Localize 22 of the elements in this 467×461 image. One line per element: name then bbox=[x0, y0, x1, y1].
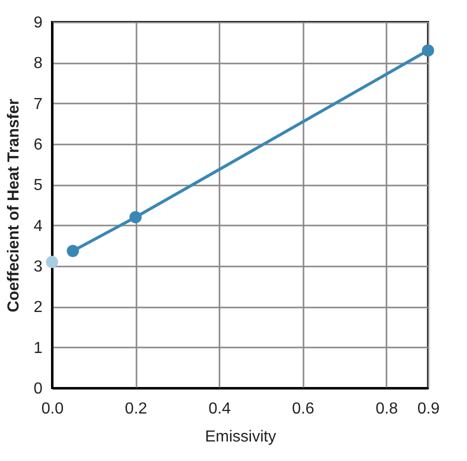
y-tick-label: 3 bbox=[34, 258, 43, 276]
y-tick-label: 7 bbox=[34, 96, 43, 113]
x-axis-title: Emissivity bbox=[204, 428, 276, 446]
y-tick-label: 1 bbox=[34, 340, 43, 357]
y-tick-label: 6 bbox=[34, 136, 43, 154]
y-tick-label: 0 bbox=[34, 380, 43, 398]
point bbox=[46, 256, 58, 268]
x-tick-label: 0.0 bbox=[41, 400, 64, 418]
x-tick-label: 0.6 bbox=[292, 400, 314, 418]
y-tick-label: 5 bbox=[34, 177, 43, 194]
x-tick-label: 0.2 bbox=[124, 400, 148, 418]
y-tick-label: 8 bbox=[34, 55, 43, 72]
y-tick-label: 4 bbox=[34, 218, 43, 235]
point bbox=[129, 211, 142, 224]
y-axis-title: Coeffecient of Heat Transfer bbox=[6, 98, 23, 312]
y-tick-label: 2 bbox=[34, 299, 43, 316]
point bbox=[66, 244, 80, 258]
x-tick-label: 0.8 bbox=[376, 400, 398, 418]
point bbox=[422, 44, 434, 57]
x-tick-label: 0.9 bbox=[417, 400, 440, 418]
y-tick-label: 9 bbox=[34, 14, 43, 32]
x-tick-label: 0.4 bbox=[208, 400, 231, 418]
